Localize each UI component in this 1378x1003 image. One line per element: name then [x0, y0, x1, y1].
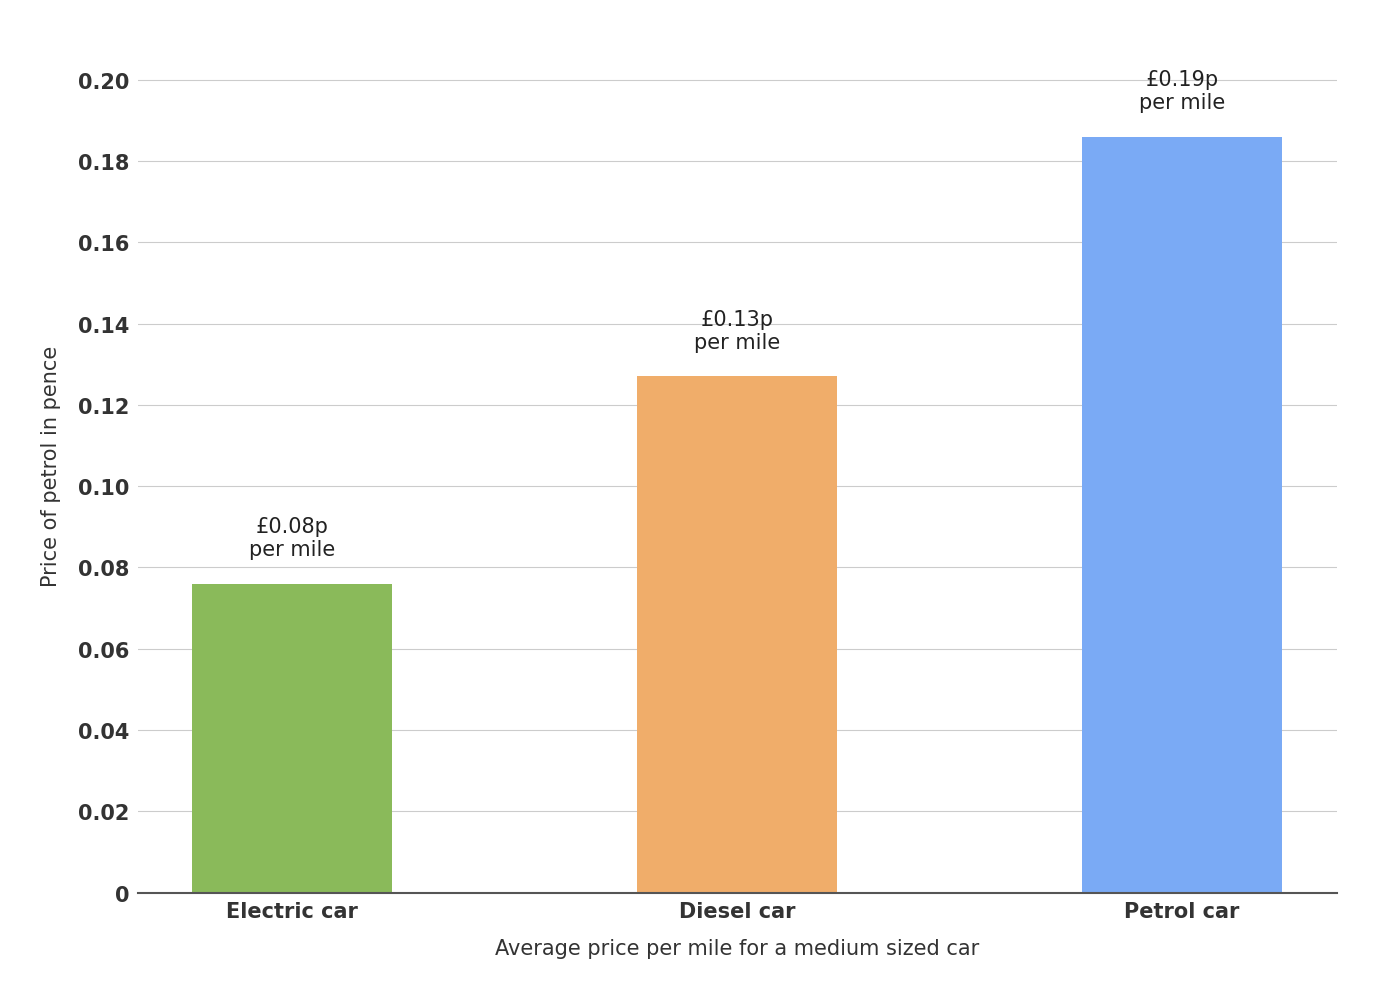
- Text: £0.08p
per mile: £0.08p per mile: [249, 517, 335, 560]
- Y-axis label: Price of petrol in pence: Price of petrol in pence: [41, 346, 62, 587]
- X-axis label: Average price per mile for a medium sized car: Average price per mile for a medium size…: [495, 938, 980, 958]
- Text: £0.19p
per mile: £0.19p per mile: [1140, 70, 1225, 113]
- Bar: [637, 377, 838, 893]
- Text: £0.13p
per mile: £0.13p per mile: [695, 310, 780, 353]
- Bar: [193, 584, 393, 893]
- Bar: [1082, 137, 1282, 893]
